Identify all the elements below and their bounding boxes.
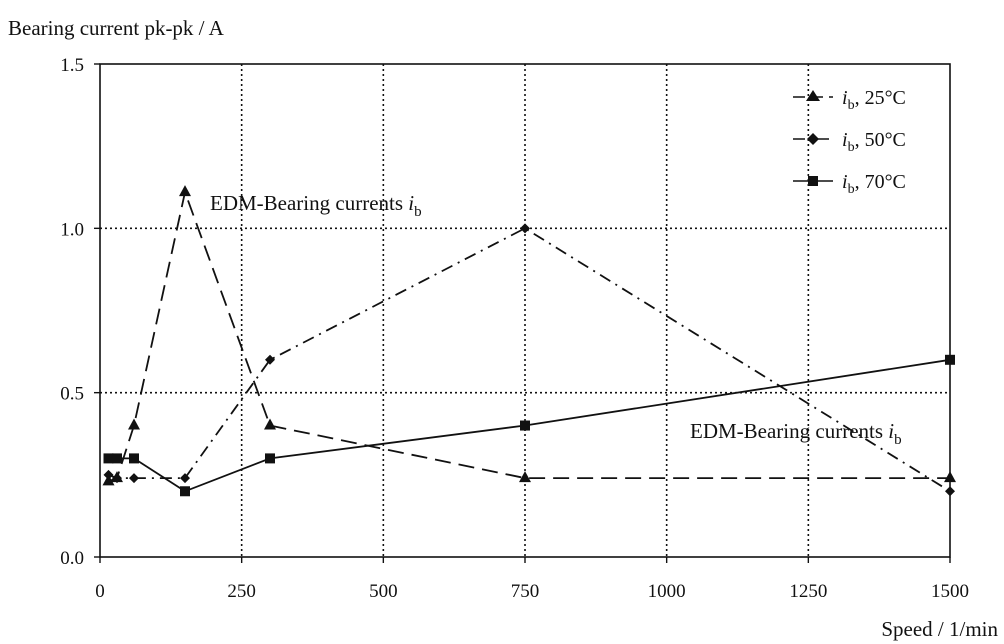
series-diamond [103, 223, 955, 497]
series-square [103, 354, 955, 497]
legend-marker-square [808, 176, 818, 186]
legend: ib, 25°C ib, 50°C ib, 70°C [793, 87, 906, 197]
x-tick-label: 250 [227, 581, 256, 602]
tick-labels: 0 250 500 750 1000 1250 1500 0.0 0.5 1.0 1.5 [60, 55, 969, 602]
data-point-diamond [112, 473, 122, 484]
data-point-square [103, 453, 114, 464]
legend-label-70c: ib, 70°C [842, 171, 906, 197]
legend-label-25c: ib, 25°C [842, 87, 906, 113]
x-tick-label: 1250 [789, 581, 827, 602]
data-point-diamond [180, 473, 190, 484]
x-tick-label: 1500 [931, 581, 969, 602]
data-point-triangle [179, 185, 191, 197]
y-tick-label: 0.0 [60, 548, 84, 569]
x-axis-title: Speed / 1/min [881, 617, 998, 641]
data-point-triangle [128, 418, 140, 430]
axes [94, 63, 951, 563]
legend-entry-50c: ib, 50°C [793, 129, 906, 155]
data-point-triangle [264, 418, 276, 430]
data-point-square [520, 420, 530, 431]
data-point-diamond [265, 354, 275, 365]
data-point-square [265, 453, 275, 464]
data-point-diamond [103, 469, 114, 480]
data-point-triangle [102, 474, 115, 486]
annotation-edm-left: EDM-Bearing currents ib [210, 191, 422, 220]
y-tick-label: 1.0 [60, 219, 84, 240]
grid [100, 64, 950, 557]
legend-entry-25c: ib, 25°C [793, 87, 906, 113]
legend-entry-70c: ib, 70°C [793, 171, 906, 197]
data-point-triangle [519, 471, 531, 483]
data-point-diamond [129, 473, 139, 484]
data-point-triangle [944, 471, 956, 483]
data-point-square [112, 453, 122, 464]
data-point-diamond [520, 223, 530, 234]
legend-marker-diamond [807, 133, 819, 145]
data-point-square [945, 354, 955, 365]
x-tick-label: 0 [95, 581, 105, 602]
legend-marker-triangle [806, 90, 820, 101]
legend-label-50c: ib, 50°C [842, 129, 906, 155]
data-point-diamond [945, 486, 955, 497]
y-axis-title: Bearing current pk-pk / A [8, 16, 225, 40]
annotation-edm-right: EDM-Bearing currents ib [690, 419, 902, 448]
series [102, 185, 956, 497]
x-tick-label: 1000 [648, 581, 686, 602]
series-line-diamond [108, 227, 951, 493]
x-tick-label: 750 [511, 581, 540, 602]
x-tick-label: 500 [369, 581, 398, 602]
y-tick-label: 1.5 [60, 55, 84, 76]
data-point-square [129, 453, 139, 464]
data-point-square [180, 486, 190, 497]
y-tick-label: 0.5 [60, 384, 84, 405]
